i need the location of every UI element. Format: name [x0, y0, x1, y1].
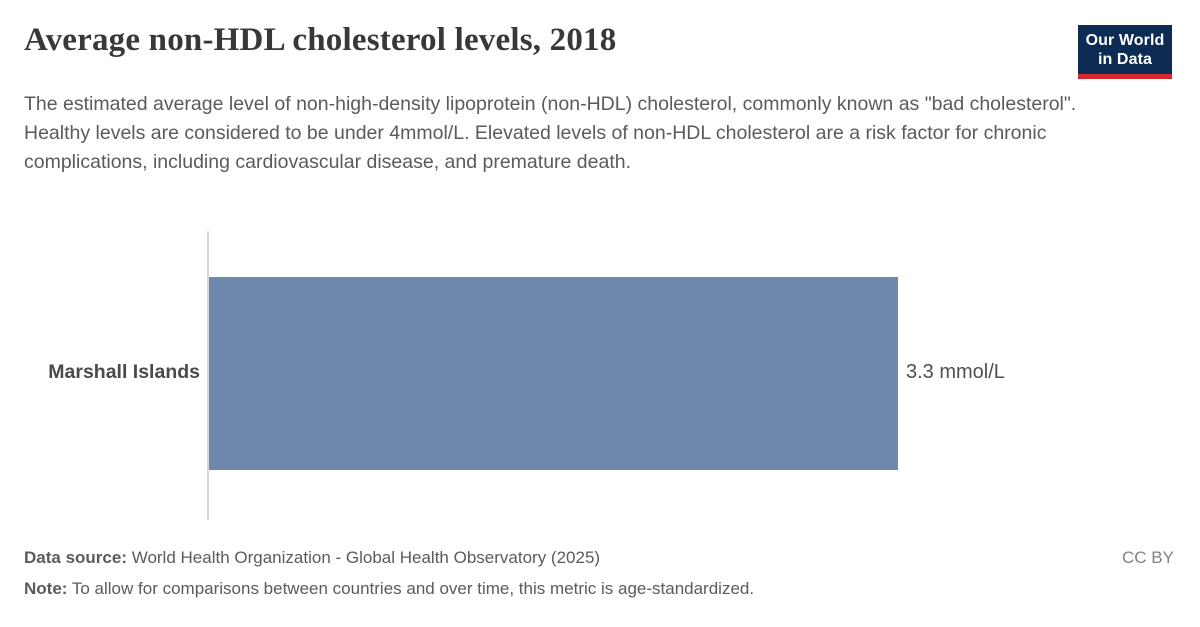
note-label: Note:	[24, 579, 68, 598]
owid-logo-line1: Our World	[1085, 32, 1165, 49]
license-badge: CC BY	[1122, 548, 1174, 567]
data-source-text: World Health Organization - Global Healt…	[126, 548, 601, 567]
y-axis-line	[207, 231, 209, 520]
footer-note: Note: To allow for comparisons between c…	[24, 579, 754, 599]
footer-data-source: Data source: World Health Organization -…	[24, 548, 600, 568]
bar-marshall-islands[interactable]	[209, 277, 898, 470]
data-source-label: Data source:	[24, 548, 127, 567]
note-text: To allow for comparisons between countri…	[67, 579, 755, 598]
page-title: Average non-HDL cholesterol levels, 2018	[24, 22, 617, 58]
bar-value-label: 3.3 mmol/L	[906, 361, 1005, 383]
entity-label: Marshall Islands	[48, 361, 200, 383]
chart-subtitle: The estimated average level of non-high-…	[24, 93, 1077, 173]
owid-logo: Our World in Data	[1078, 25, 1172, 79]
owid-logo-line2: in Data	[1097, 51, 1153, 68]
